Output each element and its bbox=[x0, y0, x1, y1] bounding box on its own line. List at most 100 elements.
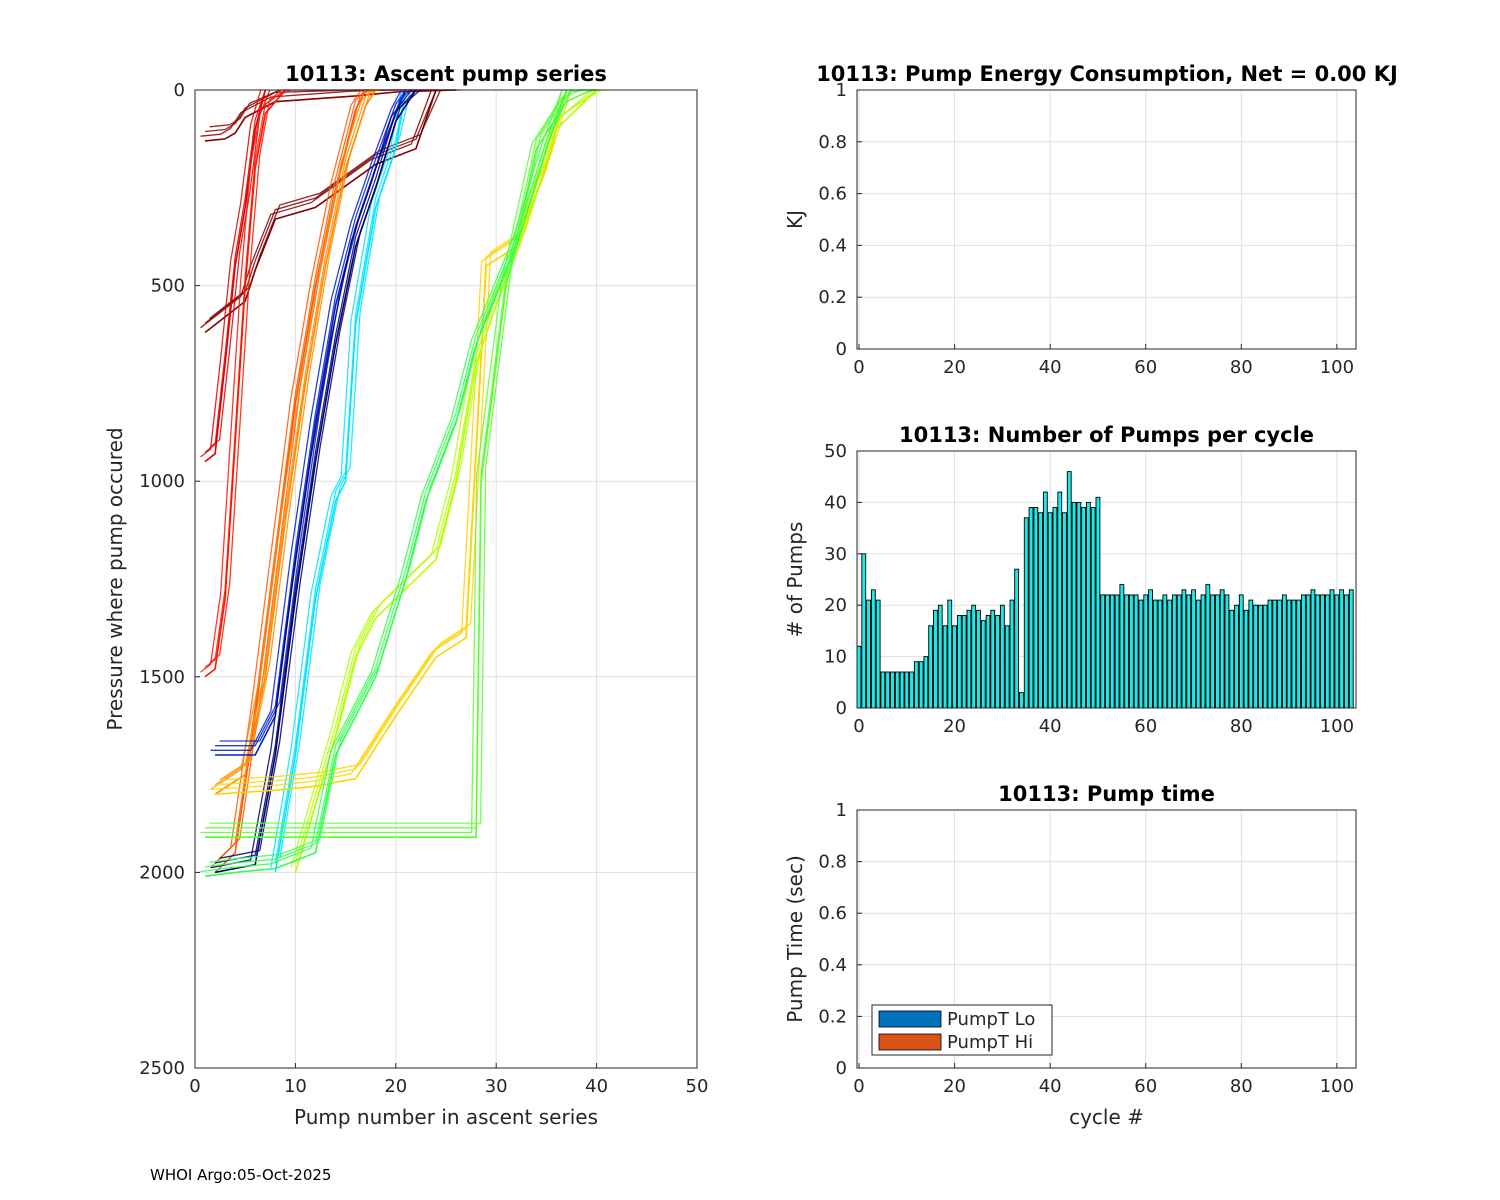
bar bbox=[894, 671, 900, 709]
bar bbox=[1167, 599, 1173, 709]
bar bbox=[1014, 568, 1020, 709]
pumps-ytick-label: 20 bbox=[824, 595, 847, 616]
bar bbox=[1105, 594, 1110, 709]
series-line bbox=[209, 89, 572, 863]
bar bbox=[1310, 589, 1316, 709]
series-line bbox=[214, 89, 367, 873]
ascent-axes-frame bbox=[194, 89, 698, 1069]
ascent-xtick-label: 30 bbox=[485, 1076, 508, 1097]
bar bbox=[909, 671, 914, 709]
series-line bbox=[279, 89, 412, 859]
legend-label: PumpT Lo bbox=[947, 1009, 1035, 1030]
pumptime-ytick-label: 1 bbox=[836, 800, 847, 821]
series-line bbox=[210, 89, 402, 751]
energy-xtick-label: 40 bbox=[1039, 357, 1062, 378]
energy-plot-area bbox=[857, 90, 1356, 349]
pumps-ytick-label: 50 bbox=[824, 441, 847, 462]
series-line bbox=[204, 89, 266, 453]
pumptime-xtick-label: 100 bbox=[1320, 1076, 1354, 1097]
series-line bbox=[210, 89, 372, 791]
ascent-xlabel: Pump number in ascent series bbox=[294, 1105, 598, 1129]
pumps-xtick-label: 0 bbox=[853, 716, 864, 737]
pumptime-xtick-label: 0 bbox=[853, 1076, 864, 1097]
ascent-plot-area bbox=[195, 90, 697, 1068]
bar bbox=[1081, 507, 1086, 709]
bar bbox=[1171, 594, 1177, 709]
series-line bbox=[210, 89, 412, 869]
pumps-axes-frame bbox=[856, 450, 1357, 709]
ascent-xtick-label: 40 bbox=[585, 1076, 608, 1097]
pumps-xtick-label: 80 bbox=[1230, 716, 1253, 737]
energy-ytick-label: 0.8 bbox=[818, 132, 847, 153]
bar bbox=[937, 604, 943, 709]
bar bbox=[1229, 609, 1235, 709]
bar bbox=[1047, 512, 1053, 709]
series-line bbox=[219, 89, 421, 859]
series-line bbox=[215, 89, 568, 795]
pumptime-xtick-label: 60 bbox=[1134, 1076, 1157, 1097]
ascent-title: 10113: Ascent pump series bbox=[285, 62, 607, 86]
bar bbox=[1095, 496, 1101, 709]
bar bbox=[1071, 501, 1077, 709]
pumptime-ytick-label: 0.4 bbox=[818, 955, 847, 976]
ascent-ytick-label: 500 bbox=[151, 276, 185, 297]
pumps-xtick-label: 20 bbox=[943, 716, 966, 737]
pumptime-ytick-label: 0.6 bbox=[818, 903, 847, 924]
bar bbox=[890, 671, 895, 709]
series-line bbox=[214, 89, 367, 864]
bar bbox=[1090, 507, 1096, 709]
energy-ytick-label: 1 bbox=[836, 80, 847, 101]
bar bbox=[856, 645, 862, 709]
series-line bbox=[219, 89, 411, 742]
series-line bbox=[219, 89, 381, 781]
bar bbox=[1152, 599, 1158, 709]
pumps-ytick-label: 40 bbox=[824, 492, 847, 513]
bar bbox=[1191, 589, 1196, 709]
bar bbox=[1291, 599, 1297, 709]
energy-ylabel: KJ bbox=[783, 210, 807, 229]
bar bbox=[1143, 594, 1149, 709]
bar bbox=[1305, 594, 1311, 709]
bar bbox=[1234, 604, 1239, 709]
bar bbox=[947, 599, 953, 709]
bar bbox=[1109, 594, 1115, 709]
bar bbox=[980, 620, 986, 709]
series-line bbox=[270, 89, 402, 868]
pumptime-title: 10113: Pump time bbox=[998, 782, 1215, 806]
bar bbox=[1124, 594, 1130, 709]
bar bbox=[1277, 599, 1282, 709]
energy-title: 10113: Pump Energy Consumption, Net = 0.… bbox=[816, 62, 1398, 86]
bar bbox=[1301, 594, 1306, 709]
bar bbox=[875, 599, 881, 709]
bar bbox=[866, 599, 871, 709]
bar bbox=[1052, 507, 1058, 709]
bar bbox=[1315, 594, 1321, 709]
pumptime-ytick-label: 0.2 bbox=[818, 1006, 847, 1027]
bar bbox=[1019, 692, 1024, 709]
legend-label: PumpT Hi bbox=[947, 1032, 1033, 1053]
bar bbox=[928, 625, 934, 709]
series-line bbox=[299, 89, 602, 859]
legend-swatch bbox=[878, 1033, 942, 1051]
pumps-ytick-label: 10 bbox=[824, 647, 847, 668]
bar bbox=[1344, 594, 1349, 709]
pumptime-xlabel: cycle # bbox=[1069, 1105, 1144, 1129]
bar bbox=[861, 553, 867, 709]
series-line bbox=[205, 89, 597, 839]
bar bbox=[1248, 599, 1254, 709]
bar bbox=[1219, 589, 1225, 709]
series-line bbox=[200, 89, 262, 458]
bar bbox=[1186, 594, 1192, 709]
bar bbox=[1238, 594, 1244, 709]
pumptime-axes-frame bbox=[856, 809, 1357, 1069]
bar bbox=[966, 609, 972, 709]
bar bbox=[1329, 589, 1335, 709]
bar bbox=[904, 671, 910, 709]
pumptime-xtick-label: 80 bbox=[1230, 1076, 1253, 1097]
bar bbox=[1210, 594, 1216, 709]
series-line bbox=[200, 89, 282, 673]
series-line bbox=[290, 89, 593, 868]
pumps-chart: 0 20 40 60 80 100 0 10 20 30 40 50 10113: Number of … bbox=[783, 423, 1357, 737]
bar bbox=[1076, 501, 1082, 709]
